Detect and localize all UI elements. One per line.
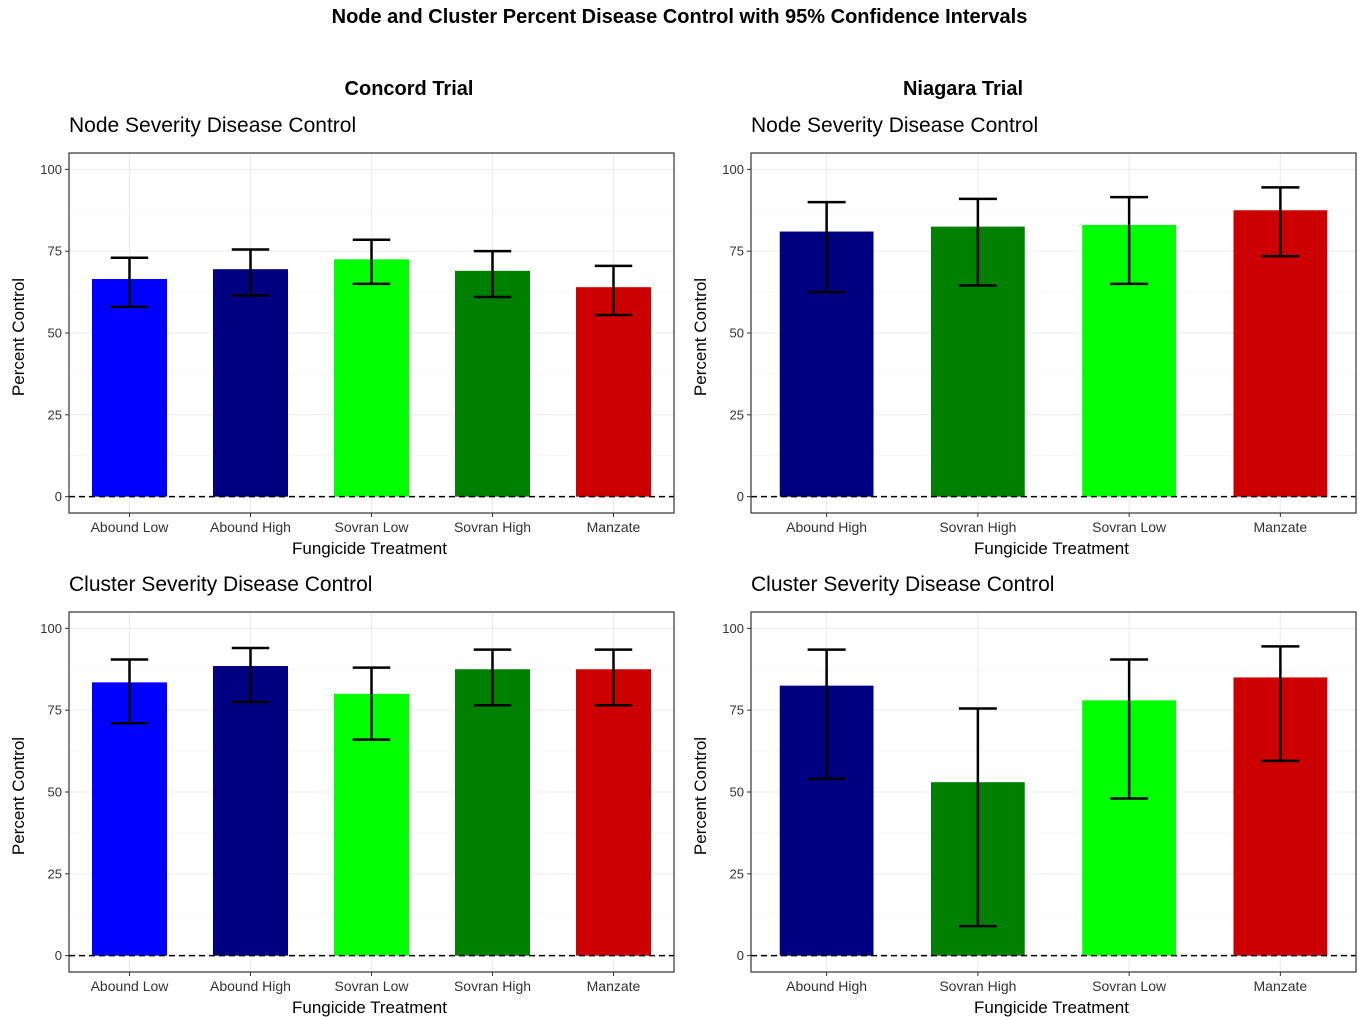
x-tick-label: Sovran Low <box>335 519 410 535</box>
y-tick-label: 50 <box>730 785 744 800</box>
bar-sovran-low <box>333 259 410 497</box>
x-tick-label: Abound High <box>786 978 867 994</box>
y-tick-label: 25 <box>48 866 62 881</box>
y-tick-label: 25 <box>730 866 744 881</box>
bar-abound-high <box>212 269 289 497</box>
bar-sovran-high <box>454 270 531 497</box>
y-axis-label: Percent Control <box>9 737 28 855</box>
error-bar-sovran-high <box>958 197 997 287</box>
x-axis-label: Fungicide Treatment <box>974 539 1129 558</box>
x-tick-label: Manzate <box>1254 519 1308 535</box>
bar-chart-svg: 0 25 50 75 100 Abound High Sovran High Sovran L… <box>691 611 1357 1017</box>
error-bar-manzate <box>594 264 633 317</box>
x-tick-label: Sovran Low <box>335 978 410 994</box>
y-tick-label: 25 <box>48 407 62 422</box>
error-bar-abound-high <box>231 248 270 297</box>
panel-subtitle: Cluster Severity Disease Control <box>69 573 373 596</box>
y-axis-label: Percent Control <box>691 278 710 396</box>
x-tick-label: Sovran High <box>939 978 1016 994</box>
error-bar-sovran-high <box>958 707 997 928</box>
error-bar-sovran-low <box>352 238 391 286</box>
y-tick-label: 100 <box>722 621 744 636</box>
error-bar-manzate <box>1261 645 1300 763</box>
x-tick-label: Abound High <box>210 978 291 994</box>
bar-chart-svg: 0 25 50 75 100 Abound Low Abound High Sovran Lo… <box>9 152 675 558</box>
x-tick-label: Sovran High <box>939 519 1016 535</box>
error-bar-sovran-low <box>1110 195 1149 286</box>
error-bar-abound-high <box>807 648 846 781</box>
bar-chart-svg: 0 25 50 75 100 Abound High Sovran High Sovran L… <box>691 152 1357 558</box>
bar-abound-low <box>91 682 168 956</box>
niagara-trial-title: Niagara Trial <box>902 78 1024 100</box>
x-tick-label: Sovran Low <box>1092 978 1167 994</box>
error-bar-abound-low <box>110 256 149 309</box>
x-axis-label: Fungicide Treatment <box>292 539 447 558</box>
x-tick-label: Sovran High <box>454 978 531 994</box>
bar-abound-low <box>91 279 168 497</box>
panel-subtitle: Node Severity Disease Control <box>69 114 357 137</box>
bar-sovran-high <box>454 669 531 956</box>
error-bar-sovran-high <box>473 249 512 299</box>
y-tick-label: 50 <box>48 326 62 341</box>
chart-panel-concord-node: Node Severity Disease Control 0 25 50 75 100… <box>0 114 680 558</box>
y-tick-label: 50 <box>730 326 744 341</box>
chart-panel-niagara-node: Node Severity Disease Control 0 25 50 75 100… <box>682 114 1359 558</box>
error-bar-sovran-low <box>352 666 391 741</box>
y-tick-label: 75 <box>48 703 62 718</box>
bar-manzate <box>575 287 652 497</box>
x-tick-label: Abound Low <box>91 519 170 535</box>
panel-subtitle: Cluster Severity Disease Control <box>751 573 1055 596</box>
y-axis-label: Percent Control <box>691 737 710 855</box>
y-tick-label: 100 <box>40 162 62 177</box>
concord-trial-title: Concord Trial <box>344 78 474 100</box>
y-tick-label: 100 <box>722 162 744 177</box>
x-tick-label: Abound High <box>786 519 867 535</box>
error-bar-sovran-low <box>1110 658 1149 800</box>
x-tick-label: Manzate <box>587 978 641 994</box>
x-axis-label: Fungicide Treatment <box>292 998 447 1017</box>
panel-subtitle: Node Severity Disease Control <box>751 114 1039 137</box>
error-bar-abound-high <box>231 646 270 704</box>
y-tick-label: 25 <box>730 407 744 422</box>
error-bar-manzate <box>1261 186 1300 258</box>
x-tick-label: Manzate <box>587 519 641 535</box>
figure-title: Node and Cluster Percent Disease Control… <box>331 6 1028 28</box>
y-tick-label: 0 <box>55 948 62 963</box>
x-tick-label: Abound Low <box>91 978 170 994</box>
x-tick-label: Sovran Low <box>1092 519 1167 535</box>
y-tick-label: 0 <box>737 948 744 963</box>
y-tick-label: 0 <box>55 489 62 504</box>
y-tick-label: 0 <box>737 489 744 504</box>
y-tick-label: 75 <box>730 244 744 259</box>
bar-manzate <box>1233 210 1328 497</box>
chart-panel-niagara-cluster: Cluster Severity Disease Control 0 25 50 75… <box>682 573 1359 1017</box>
error-bar-abound-high <box>807 200 846 294</box>
y-tick-label: 75 <box>48 244 62 259</box>
error-bar-abound-low <box>110 658 149 725</box>
chart-panel-concord-cluster: Cluster Severity Disease Control 0 25 50 75… <box>0 573 680 1017</box>
error-bar-manzate <box>594 648 633 707</box>
x-tick-label: Manzate <box>1254 978 1308 994</box>
x-tick-label: Abound High <box>210 519 291 535</box>
y-tick-label: 75 <box>730 703 744 718</box>
bar-chart-svg: 0 25 50 75 100 Abound Low Abound High Sovran Lo… <box>9 611 675 1017</box>
bar-abound-high <box>212 666 289 956</box>
x-axis-label: Fungicide Treatment <box>974 998 1129 1017</box>
y-tick-label: 100 <box>40 621 62 636</box>
error-bar-sovran-high <box>473 648 512 707</box>
y-axis-label: Percent Control <box>9 278 28 396</box>
bar-manzate <box>575 669 652 956</box>
x-tick-label: Sovran High <box>454 519 531 535</box>
y-tick-label: 50 <box>48 785 62 800</box>
